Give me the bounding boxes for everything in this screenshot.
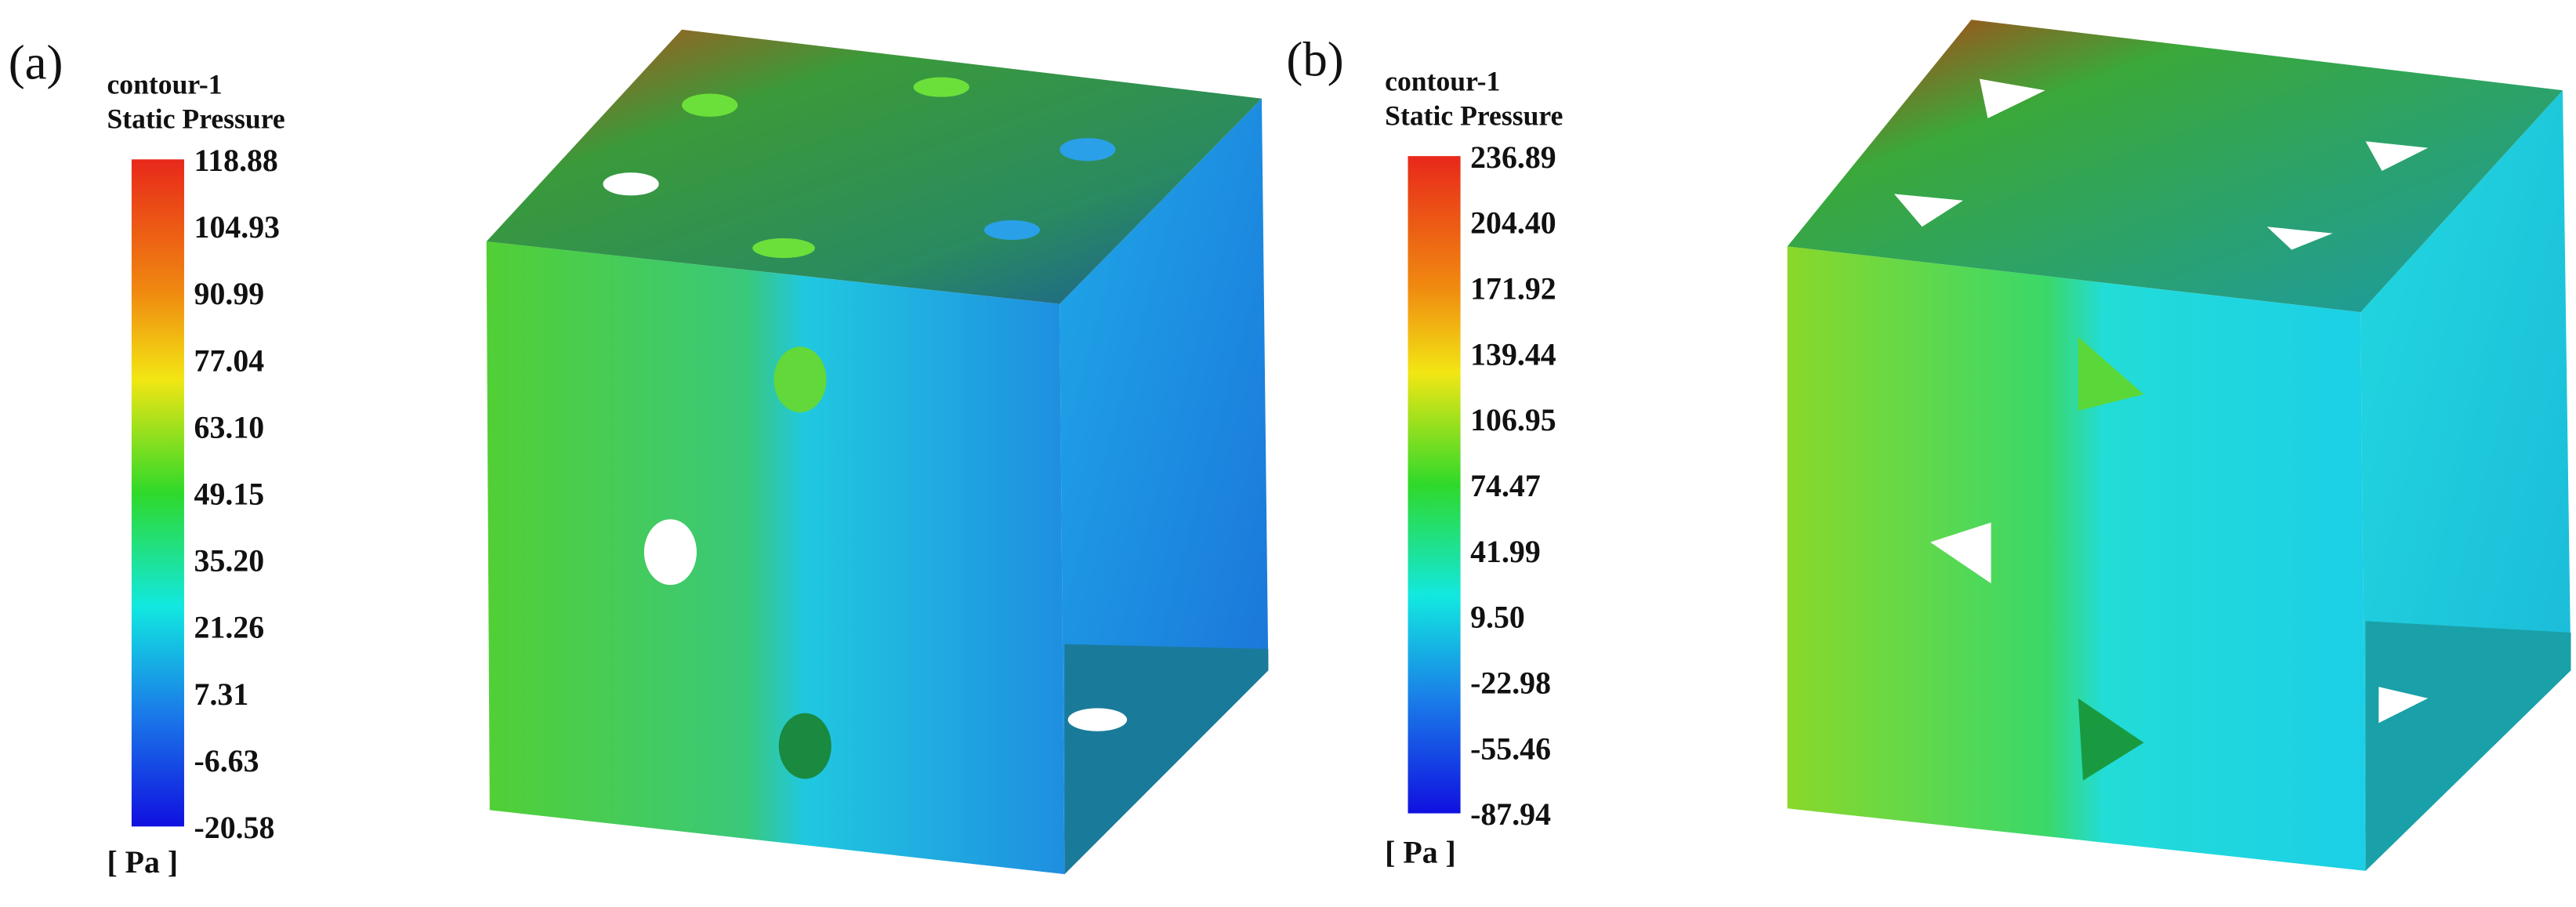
colorbar-tick-label: -22.98 [1470,666,1551,701]
cube-top-face [486,29,1262,304]
colorbar-tick-label: 90.99 [194,277,265,311]
hole [984,219,1041,241]
cube-a [486,29,1269,875]
colorbar-tick-label: -6.63 [194,744,259,778]
colorbar-tick-label: 35.20 [194,544,265,579]
cube-opening [2365,621,2571,871]
hole [1930,522,1991,584]
hole [913,77,969,97]
hole [2365,141,2429,171]
hole [1067,708,1128,731]
colorbar-tick-label: 104.93 [194,210,280,245]
hole [603,172,659,196]
cube-front-face [486,241,1065,875]
colorbar [131,159,184,827]
colorbar-tick-label: 204.40 [1470,206,1556,241]
colorbar [1408,156,1461,814]
colorbar-tick-label: 7.31 [194,677,249,712]
cube-b [1787,20,2571,871]
colorbar-tick-label: 21.26 [194,611,265,645]
colorbar-tick-label: -20.58 [194,811,275,845]
legend-subtitle: Static Pressure [1385,100,1563,131]
unit-label: [ Pa ] [107,845,178,880]
panel-label: (a) [9,35,63,90]
colorbar-tick-label: 236.89 [1470,140,1556,175]
cube-top-face [1787,20,2563,313]
colorbar-tick-label: 74.47 [1470,469,1541,503]
colorbar-tick-label: 49.15 [194,477,265,511]
colorbar-tick-label: 77.04 [194,343,265,378]
hole [1893,194,1963,227]
cube-opening [1064,644,1269,875]
unit-label: [ Pa ] [1385,835,1456,869]
hole [1060,138,1116,161]
hole [752,238,815,259]
hole [2379,687,2429,724]
colorbar-tick-label: 41.99 [1470,535,1541,569]
hole [778,713,831,779]
colorbar-tick-label: -55.46 [1470,731,1551,766]
hole [643,519,697,586]
hole [774,346,827,413]
colorbar-tick-label: -87.94 [1470,797,1551,832]
colorbar-tick-label: 171.92 [1470,271,1556,306]
hole [2078,336,2144,412]
hole [2078,698,2144,781]
cube-front-face [1787,246,2366,871]
panel-label: (b) [1286,31,1343,86]
colorbar-tick-label: 9.50 [1470,600,1525,635]
hole [1979,78,2045,118]
legend-title: contour-1 [1385,65,1500,96]
hole [682,93,738,117]
colorbar-tick-label: 118.88 [194,143,278,178]
colorbar-tick-label: 106.95 [1470,403,1556,437]
legend-subtitle: Static Pressure [107,103,284,134]
hole [2266,227,2333,250]
legend-title: contour-1 [107,68,222,100]
colorbar-tick-label: 63.10 [194,410,265,444]
colorbar-tick-label: 139.44 [1470,337,1556,372]
